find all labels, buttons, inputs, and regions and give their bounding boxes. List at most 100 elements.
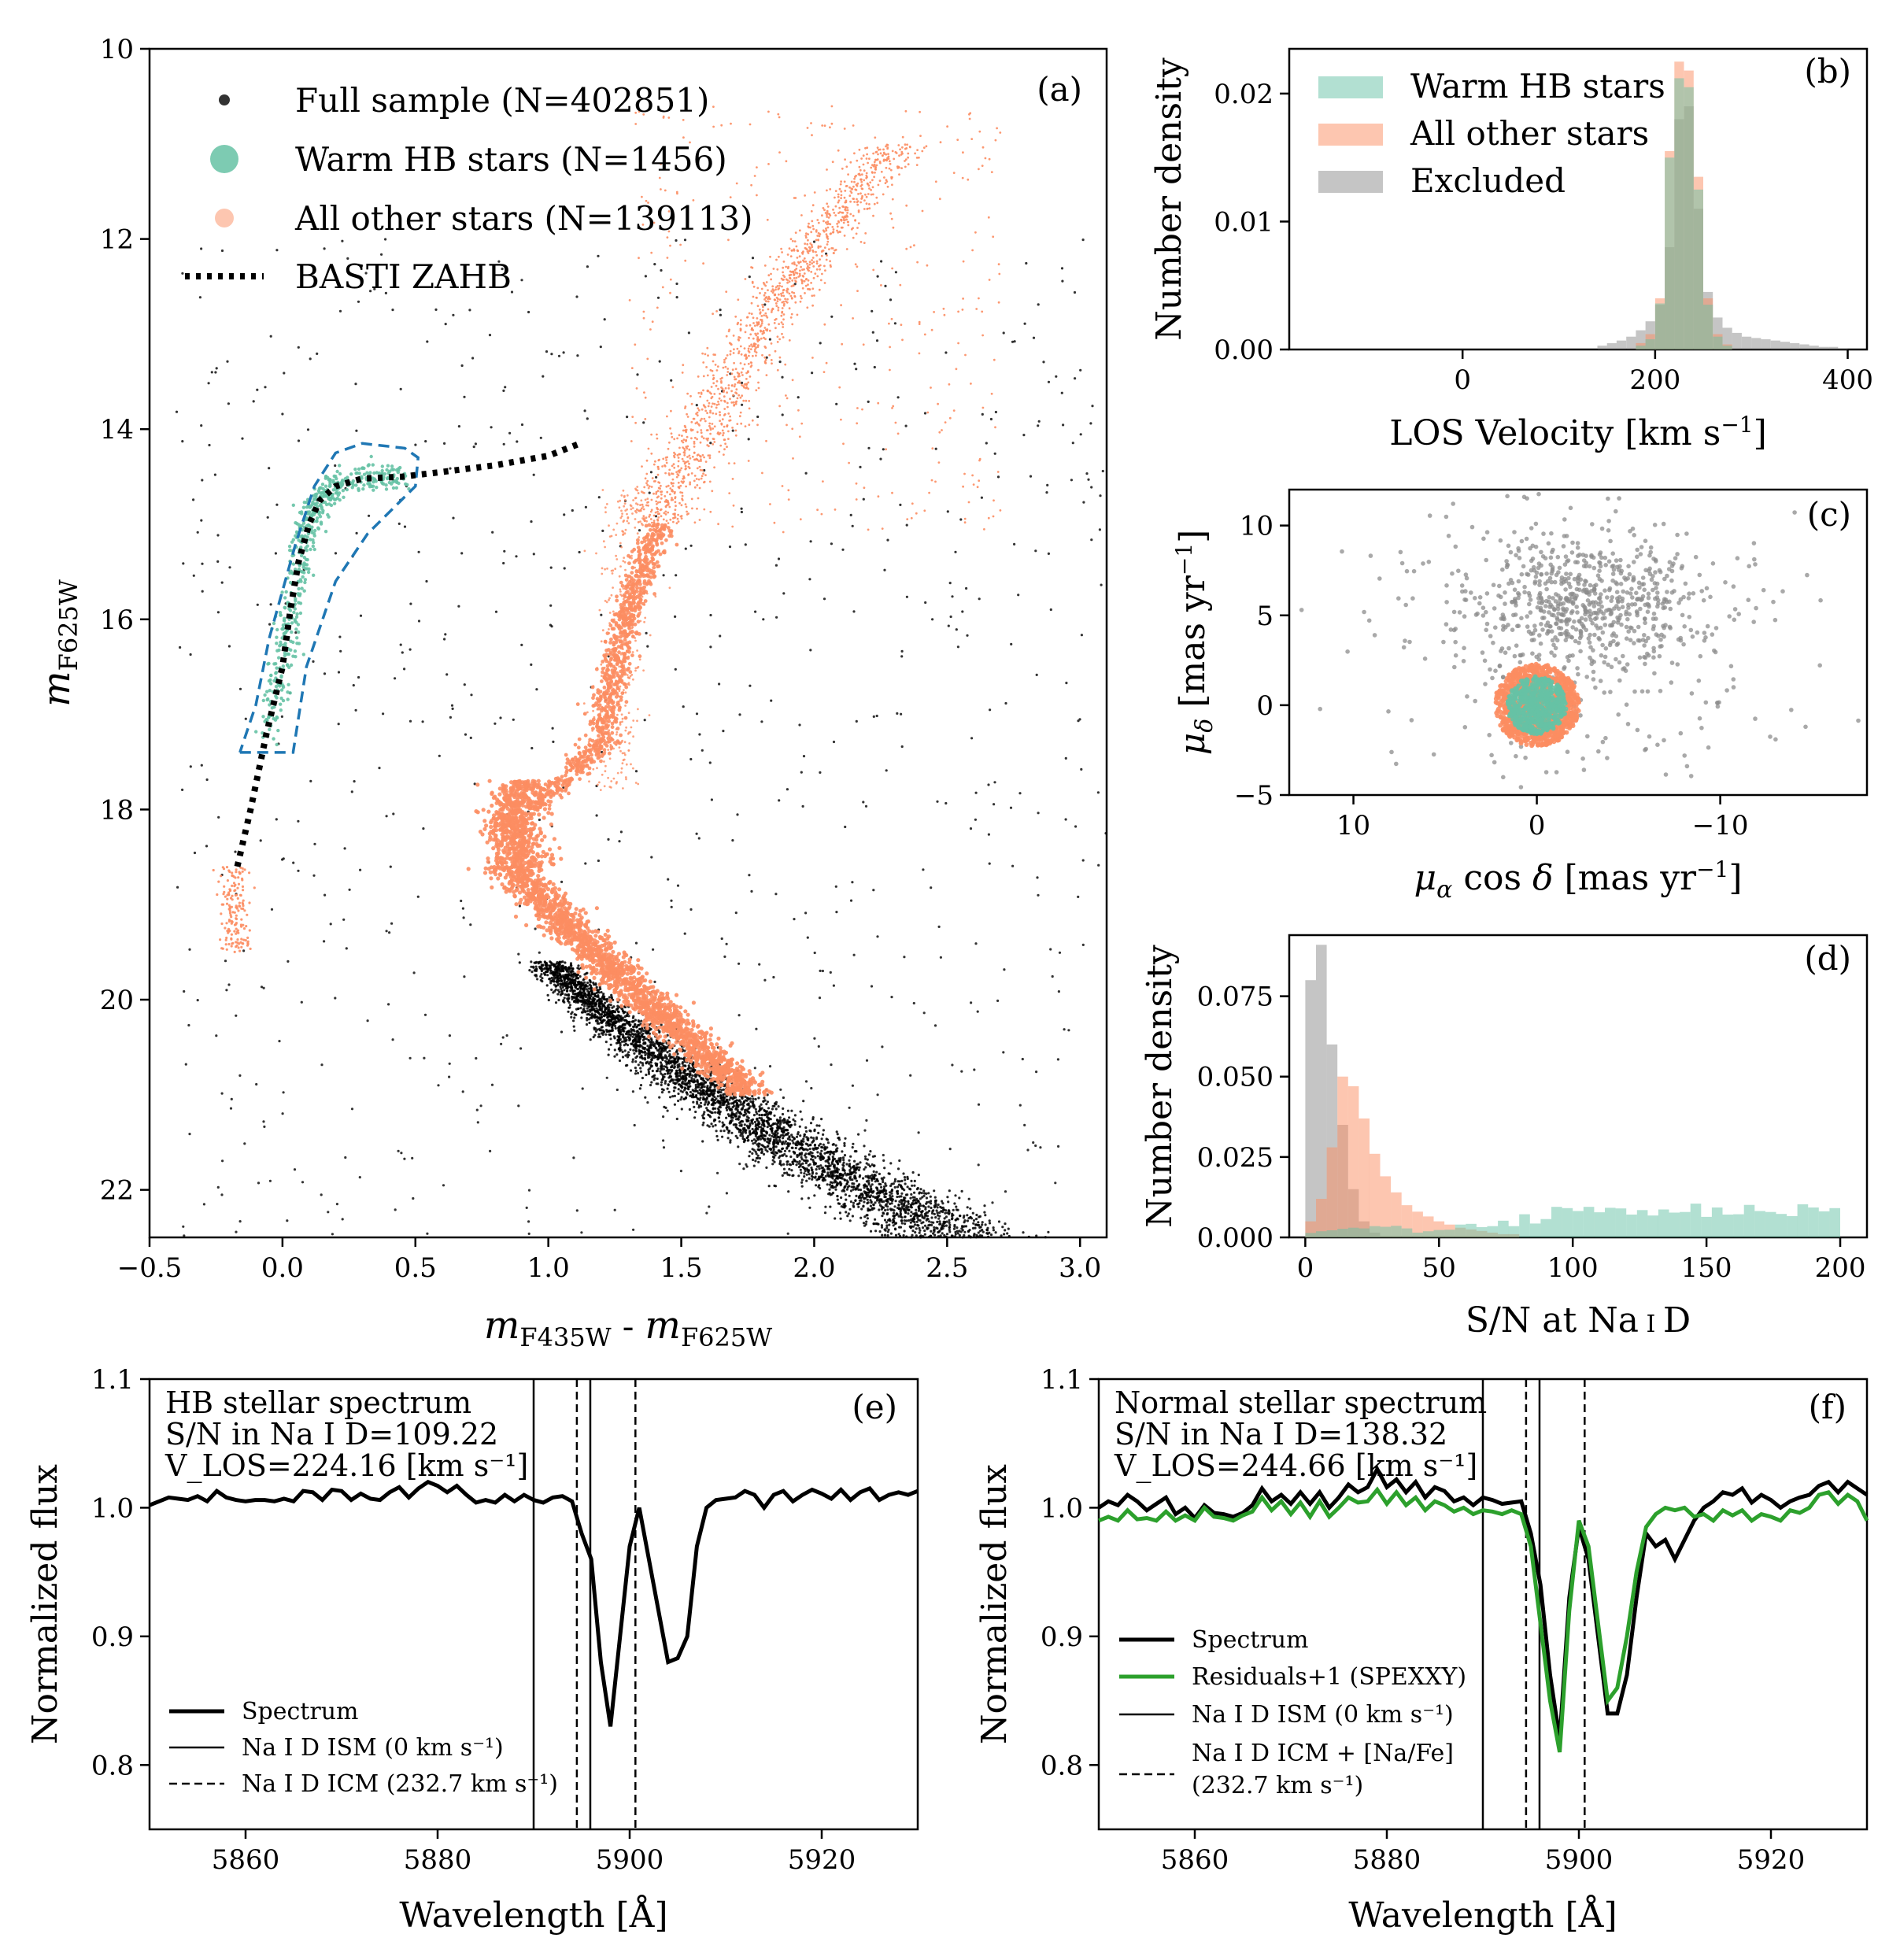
main-sequence-point [871,1207,874,1211]
field-star-point [269,335,272,338]
main-sequence-point [634,1056,638,1060]
field-star-point [774,564,778,567]
field-star-point [819,771,822,775]
main-sequence-point [913,1202,917,1205]
field-star-point [695,712,699,716]
field-star-point [970,737,974,740]
main-sequence-point [718,1120,721,1123]
field-star-point [695,404,698,407]
main-sequence-point [881,1215,884,1218]
field-star-point [748,874,751,877]
field-star-point [193,851,197,855]
main-sequence-point [604,1009,607,1012]
field-star-point [402,668,406,671]
field-star-point [584,505,588,508]
main-sequence-point [672,1089,676,1093]
field-star-point [880,260,883,263]
field-star-point [394,677,397,680]
field-star-point [584,862,587,865]
field-star-point [676,884,680,887]
main-sequence-point [762,1152,766,1156]
main-sequence-point [593,1034,597,1037]
field-star-point [1056,1058,1059,1061]
main-sequence-point [641,1056,644,1060]
main-sequence-point [572,1019,575,1023]
main-sequence-point [910,1236,913,1239]
main-sequence-point [762,1124,765,1127]
main-sequence-point [772,1148,775,1151]
main-sequence-point [787,1124,791,1127]
main-sequence-point [898,1207,902,1210]
field-star-point [844,825,847,829]
main-sequence-point [748,1131,752,1134]
main-sequence-point [543,967,547,970]
field-star-point [549,623,553,627]
main-sequence-point [757,1126,760,1129]
field-star-point [841,548,845,551]
main-sequence-point [852,1185,855,1189]
main-sequence-point [553,965,556,968]
main-sequence-point [806,1168,809,1171]
main-sequence-point [533,961,536,964]
main-sequence-point [611,1006,614,1009]
main-sequence-point [915,1213,919,1216]
field-star-point [196,999,199,1002]
field-star-point [519,1047,523,1050]
main-sequence-point [597,989,601,992]
main-sequence-point [769,1112,772,1115]
main-sequence-point [872,1222,875,1226]
main-sequence-point [571,997,574,1000]
field-star-point [463,975,466,978]
field-star-point [875,714,878,718]
main-sequence-point [549,961,553,964]
main-sequence-point [706,1124,709,1127]
main-sequence-point [669,1079,672,1082]
main-sequence-point [933,1229,936,1232]
main-sequence-point [745,1136,749,1140]
field-star-point [797,396,800,399]
main-sequence-point [963,1230,967,1233]
main-sequence-point [801,1143,804,1146]
field-star-point [830,542,833,545]
field-star-point [922,868,925,871]
main-sequence-point [945,1233,949,1236]
field-star-point [382,712,385,716]
main-sequence-point [773,1114,776,1117]
main-sequence-point [881,1178,885,1182]
field-star-point [517,952,520,956]
field-star-point [472,446,475,449]
main-sequence-point [541,980,544,983]
field-star-point [855,368,858,371]
main-sequence-point [754,1123,758,1126]
main-sequence-point [774,1185,778,1188]
field-star-point [634,770,638,773]
main-sequence-point [984,1214,987,1217]
field-star-point [306,428,310,431]
main-sequence-point [609,1019,612,1023]
main-sequence-point [630,1029,634,1032]
main-sequence-point [619,1037,622,1041]
main-sequence-point [640,1049,643,1052]
main-sequence-point [767,1119,771,1122]
main-sequence-point [630,1020,634,1023]
main-sequence-point [867,1188,870,1192]
main-sequence-point [867,1179,871,1182]
field-star-point [738,1163,741,1166]
main-sequence-point [684,1087,687,1090]
main-sequence-point [936,1227,939,1230]
field-star-point [650,856,653,859]
field-star-point [469,923,472,926]
field-star-point [1039,1146,1042,1149]
main-sequence-point [904,1215,907,1219]
field-star-point [517,1104,520,1108]
field-star-point [539,436,542,439]
field-star-point [719,634,722,638]
main-sequence-point [688,1108,692,1111]
main-sequence-point [892,1182,895,1185]
main-sequence-point [862,1205,865,1208]
main-sequence-point [782,1137,785,1140]
main-sequence-point [802,1148,805,1152]
main-sequence-point [743,1111,747,1114]
field-star-point [953,1235,957,1238]
main-sequence-point [813,1194,816,1197]
